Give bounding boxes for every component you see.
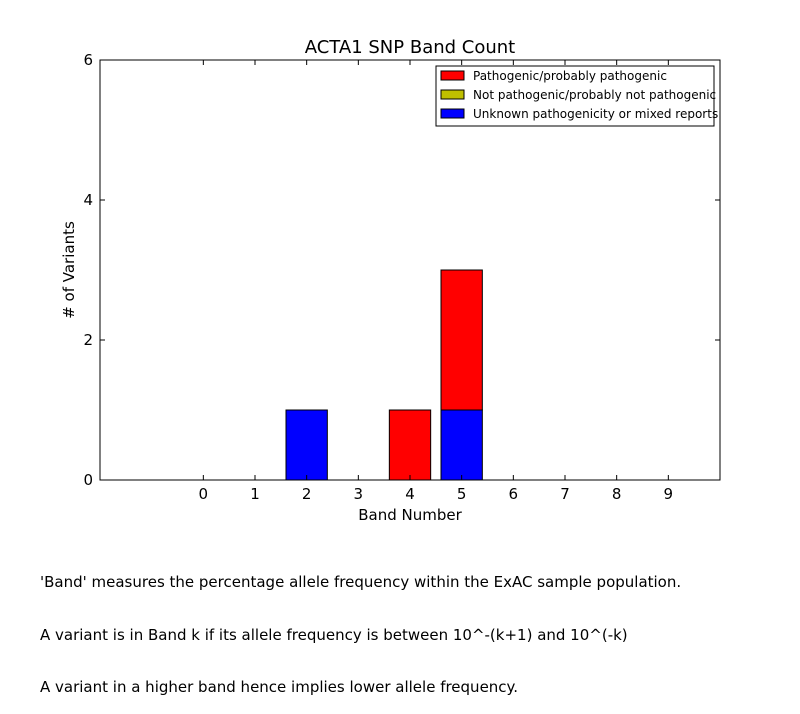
x-tick-label: 6 bbox=[509, 485, 519, 503]
legend-frame bbox=[435, 65, 715, 127]
x-tick-label: 0 bbox=[199, 485, 209, 503]
bar-segment bbox=[440, 269, 483, 411]
x-axis-label: Band Number bbox=[358, 506, 462, 524]
bars-group bbox=[285, 269, 483, 481]
chart-title: ACTA1 SNP Band Count bbox=[305, 37, 516, 58]
bar-segment bbox=[285, 409, 328, 481]
x-tick-label: 1 bbox=[250, 485, 260, 503]
legend: Pathogenic/probably pathogenic Not pathog… bbox=[435, 65, 718, 127]
y-tick-label: 0 bbox=[83, 471, 93, 489]
x-tick-label: 9 bbox=[664, 485, 674, 503]
x-tick-label: 3 bbox=[354, 485, 364, 503]
legend-swatch bbox=[440, 70, 465, 81]
legend-label: Unknown pathogenicity or mixed reports bbox=[473, 107, 718, 121]
bar-segment bbox=[388, 409, 432, 481]
legend-swatch bbox=[440, 108, 465, 119]
caption-line: A variant is in Band k if its allele fre… bbox=[40, 625, 628, 644]
bar-segment bbox=[440, 409, 483, 481]
legend-label: Not pathogenic/probably not pathogenic bbox=[473, 88, 716, 102]
y-tick-label: 2 bbox=[83, 331, 93, 349]
caption-line: A variant in a higher band hence implies… bbox=[40, 678, 519, 696]
y-axis-label: # of Variants bbox=[60, 221, 78, 319]
axes-group: 0 1 2 3 4 5 6 7 8 9 0 2 4 6 bbox=[83, 51, 720, 503]
x-tick-label: 2 bbox=[302, 485, 312, 503]
caption-line: 'Band' measures the percentage allele fr… bbox=[40, 573, 682, 591]
x-tick-label: 8 bbox=[612, 485, 622, 503]
legend-label: Pathogenic/probably pathogenic bbox=[473, 69, 667, 83]
x-tick-label: 7 bbox=[560, 485, 570, 503]
y-tick-label: 4 bbox=[83, 191, 93, 209]
caption: 'Band' measures the percentage allele fr… bbox=[40, 539, 681, 714]
chart: ACTA1 SNP Band Count 0 1 2 3 4 5 6 7 8 9 0 2 4 6 Band… bbox=[60, 37, 721, 524]
legend-swatch bbox=[440, 89, 465, 100]
x-tick-label: 4 bbox=[405, 485, 415, 503]
y-tick-label: 6 bbox=[83, 51, 93, 69]
x-tick-label: 5 bbox=[457, 485, 467, 503]
